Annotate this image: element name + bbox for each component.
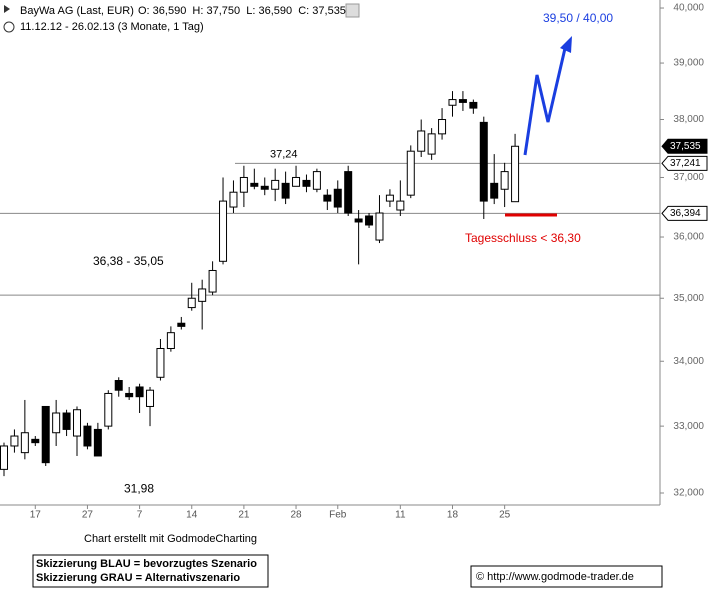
candle-body [500, 171, 509, 190]
candle-body [302, 179, 311, 187]
price-tag-label: 37,241 [670, 158, 701, 169]
candle-body [208, 269, 217, 293]
candle-body [250, 182, 259, 187]
y-tick-label: 37,000 [673, 172, 704, 183]
candle-body [292, 176, 301, 187]
y-tick-label: 39,000 [673, 58, 704, 69]
candle-body [260, 185, 269, 190]
candle-body [458, 99, 467, 103]
candle-body [187, 297, 196, 309]
price-tag-label: 36,394 [670, 208, 701, 219]
candle-body [396, 200, 405, 211]
candle-body [0, 445, 8, 470]
x-tick-label: 14 [186, 510, 198, 521]
candle-body [62, 412, 71, 430]
price-tag [661, 205, 708, 221]
copyright: © http://www.godmode-trader.de [476, 571, 634, 583]
icon [4, 5, 10, 13]
candle-body [83, 425, 92, 447]
y-tick-label: 38,000 [673, 114, 704, 125]
y-tick-label: 33,000 [673, 421, 704, 432]
candle-body [281, 182, 290, 199]
credit: Chart erstellt mit GodmodeCharting [84, 533, 257, 545]
candle-body [438, 119, 447, 135]
candle-body [354, 218, 363, 223]
period: 11.12.12 - 26.02.13 (3 Monate, 1 Tag) [20, 21, 204, 33]
level-label: 37,24 [270, 148, 298, 160]
candle-body [73, 409, 82, 437]
candle-body [365, 215, 374, 226]
candle-body [490, 182, 499, 199]
x-tick-label: 7 [137, 510, 143, 521]
candle-body [177, 322, 186, 327]
range-label: 36,38 - 35,05 [93, 254, 164, 268]
candle-body [239, 176, 248, 193]
candle-body [114, 380, 123, 391]
legend-line: Skizzierung GRAU = Alternativszenario [36, 572, 240, 584]
ohlc-text: O: 36,590 H: 37,750 L: 36,590 C: 37,535 [138, 5, 346, 17]
x-tick-label: 27 [82, 510, 94, 521]
candle-body [344, 171, 353, 214]
legend-line: Skizzierung BLAU = bevorzugtes Szenario [36, 558, 257, 570]
legend-box [32, 554, 269, 588]
candle-body [135, 386, 144, 398]
candle-body [417, 130, 426, 152]
candle-body [156, 348, 165, 378]
candle-body [427, 133, 436, 155]
y-tick-label: 35,000 [673, 293, 704, 304]
candle-body [31, 438, 40, 444]
candle-body [406, 150, 415, 196]
candle-body [323, 194, 332, 202]
y-tick-label: 34,000 [673, 356, 704, 367]
candle-body [271, 179, 280, 190]
candle-body [93, 428, 102, 457]
candle-body [146, 389, 155, 407]
candle-body [312, 171, 321, 190]
scenario-arrow [523, 43, 568, 156]
candle-body [52, 412, 61, 434]
clock-icon [3, 21, 15, 33]
candle-body [375, 212, 384, 241]
candle-body [333, 188, 342, 208]
target-label: 39,50 / 40,00 [543, 11, 613, 25]
y-tick-label: 40,000 [673, 3, 704, 14]
candle-body [20, 432, 29, 454]
candle-body [125, 392, 134, 398]
candle-body [219, 200, 228, 262]
low-label: 31,98 [124, 482, 154, 496]
candle-body [41, 405, 50, 464]
candle-body [385, 194, 394, 202]
candle-body [104, 392, 113, 427]
stop-label: Tagesschluss < 36,30 [465, 231, 581, 245]
x-tick-label: Feb [329, 510, 347, 521]
candle-body [511, 145, 520, 203]
y-tick-label: 32,000 [673, 488, 704, 499]
x-tick-label: 25 [499, 510, 511, 521]
x-tick-label: 28 [290, 510, 302, 521]
x-tick-label: 21 [238, 510, 250, 521]
candle-body [229, 191, 238, 208]
candle-body [479, 121, 488, 202]
chart-title: BayWa AG (Last, EUR) [20, 5, 134, 17]
x-tick-label: 17 [30, 510, 42, 521]
candle-body [10, 435, 19, 447]
x-tick-label: 18 [447, 510, 459, 521]
x-tick-label: 11 [395, 510, 406, 521]
candle-body [448, 99, 457, 106]
button[interactable] [345, 3, 360, 18]
price-tag [661, 138, 708, 154]
price-tag-label: 37,535 [670, 141, 701, 152]
arrow-head [560, 36, 572, 53]
candle-body [166, 332, 175, 350]
copyright-box [470, 565, 663, 588]
candle-body [469, 101, 478, 109]
price-tag [661, 155, 708, 171]
candle-body [198, 288, 207, 302]
y-tick-label: 36,000 [673, 232, 704, 243]
